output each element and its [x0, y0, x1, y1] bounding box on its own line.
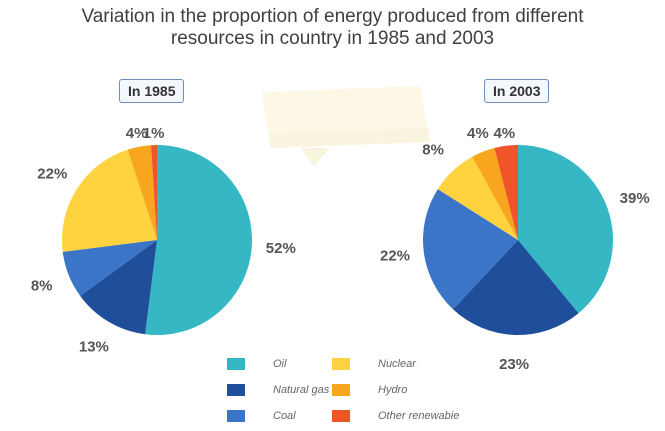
pie-2003-slice-nuclear — [437, 156, 518, 240]
pie-1985-slice-natural-gas — [80, 240, 157, 335]
pie-2003-slice-hydro — [472, 147, 518, 240]
pie-1985-label-nuclear: 22% — [37, 166, 67, 183]
pie-2003-label-coal: 22% — [380, 248, 410, 265]
pie-2003-slice-oil — [518, 145, 614, 314]
pie-2003-slice-coal — [423, 189, 518, 310]
pie-2003-slice-other-renewable — [494, 144, 518, 240]
pie-2003-label-other-renewable: 4% — [493, 125, 515, 142]
watermark-book-icon — [262, 86, 430, 166]
pie-1985-slice-other-renewable — [151, 145, 157, 240]
pie-1985-label-oil: 52% — [266, 240, 296, 257]
pie-2003-title: In 2003 — [484, 79, 550, 103]
chart-title-line-1: Variation in the proportion of energy pr… — [81, 6, 584, 27]
pie-2003-label-nuclear: 8% — [422, 142, 444, 159]
pie-1985-label-other-renewable: 1% — [143, 125, 165, 142]
pie-1985-title: In 1985 — [119, 79, 185, 103]
chart-title-line-2: resources in country in 1985 and 2003 — [170, 28, 495, 49]
pie-2003-label-oil: 39% — [620, 190, 650, 207]
pie-1985-slice-coal — [62, 240, 157, 296]
pie-1985-label-hydro: 4% — [126, 125, 148, 142]
pie-2003-label-hydro: 4% — [467, 125, 489, 142]
pie-1985-label-natural-gas: 13% — [79, 339, 109, 356]
pie-2003-slice-natural-gas — [452, 240, 579, 336]
pie-1985-slice-hydro — [127, 145, 157, 240]
pie-2003-label-natural-gas: 23% — [499, 356, 529, 373]
pie-1985-label-coal: 8% — [31, 278, 53, 295]
pie-1985-slice-nuclear — [62, 149, 157, 252]
pie-1985-slice-oil — [145, 144, 253, 335]
